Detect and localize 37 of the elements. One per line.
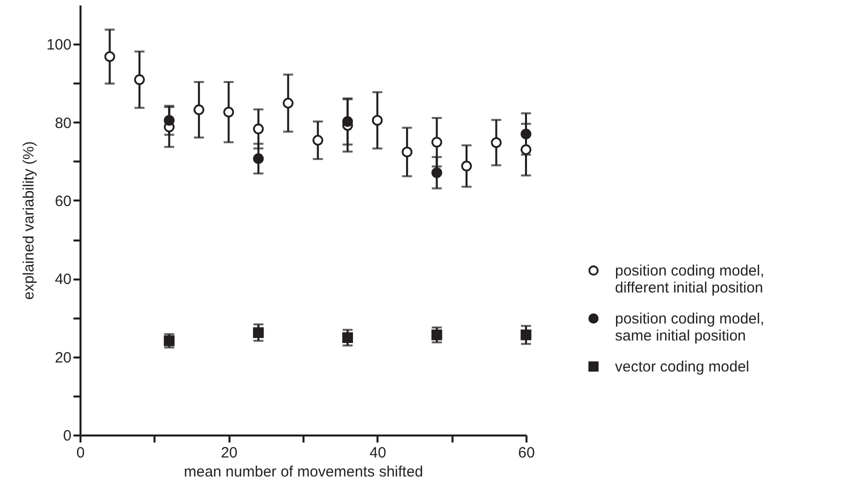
point: [223, 106, 234, 118]
y-tick-label: 80: [54, 114, 72, 132]
point: [490, 137, 502, 148]
x-tick-label: 20: [220, 444, 238, 462]
point: [104, 51, 116, 62]
x-tick-label: 40: [369, 444, 386, 462]
point: [431, 167, 442, 178]
point: [402, 146, 412, 158]
point: [520, 128, 532, 140]
point: [372, 114, 383, 126]
legend-label: position coding model, different initial position: [615, 262, 764, 296]
point: [253, 153, 264, 164]
y-tick-label: 0: [63, 428, 72, 444]
y-tick-label: 40: [54, 271, 72, 288]
point: [431, 136, 442, 148]
legend-label: vector coding model: [615, 358, 750, 376]
y-axis-title: explained variability (%): [20, 141, 38, 300]
x-tick-label: 60: [518, 444, 535, 462]
point: [282, 98, 294, 108]
point: [342, 332, 353, 344]
y-tick-label: 60: [54, 192, 72, 210]
x-tick-label: 0: [76, 444, 85, 462]
point: [461, 160, 472, 172]
point: [164, 114, 175, 126]
y-tick-label: 100: [46, 36, 72, 54]
x-axis-title: mean number of movements shifted: [184, 464, 424, 480]
point: [253, 124, 264, 134]
y-tick-label: 20: [54, 349, 72, 366]
point: [312, 134, 324, 146]
point: [253, 327, 264, 338]
point: [520, 144, 532, 155]
point: [342, 116, 353, 127]
legend-label: position coding model, same initial position: [615, 310, 764, 344]
point: [134, 74, 145, 86]
point: [194, 104, 204, 116]
point: [431, 330, 442, 340]
point: [520, 330, 532, 340]
